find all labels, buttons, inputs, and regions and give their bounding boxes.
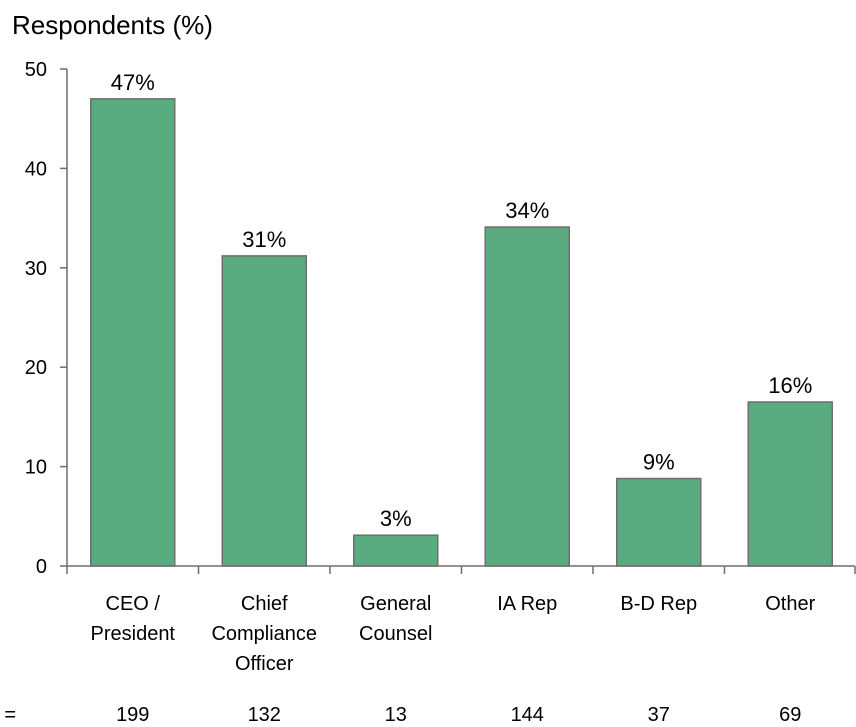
- count-3: 144: [511, 704, 544, 726]
- bar-4: [616, 477, 702, 567]
- x-tick-label-0: CEO / President: [91, 593, 176, 645]
- data-label-1: 31%: [242, 227, 286, 252]
- data-label-3: 34%: [505, 198, 549, 223]
- data-label-5: 16%: [768, 373, 812, 398]
- bar-1: [221, 255, 307, 567]
- y-tick-label-5: 50: [25, 59, 47, 81]
- axes-layer: [60, 68, 856, 574]
- x-tick-label-3: IA Rep: [497, 593, 557, 615]
- data-label-0: 47%: [111, 70, 155, 95]
- x-tick-label-1: Chief Compliance Officer: [211, 593, 317, 675]
- data-label-2: 3%: [380, 506, 412, 531]
- count-0: 199: [116, 704, 149, 726]
- counts-label: # =: [0, 704, 16, 726]
- x-tick-label-4: B-D Rep: [620, 593, 697, 615]
- y-tick-label-2: 20: [25, 357, 47, 379]
- x-tick-label-5: Other: [765, 593, 815, 615]
- labels-layer: 47% 31% 3% 34% 9% 16% 0 10 20 30 40 50 CEO / Presiden…: [0, 59, 816, 726]
- bars-layer: [90, 98, 833, 567]
- bar-0: [90, 98, 176, 567]
- bar-2: [353, 534, 439, 567]
- y-tick-label-3: 30: [25, 258, 47, 280]
- data-label-4: 9%: [643, 450, 675, 475]
- y-tick-label-4: 40: [25, 158, 47, 180]
- count-5: 69: [779, 704, 801, 726]
- bar-5: [747, 401, 833, 567]
- count-4: 37: [648, 704, 670, 726]
- x-tick-label-2: General Counsel: [359, 593, 432, 645]
- count-2: 13: [385, 704, 407, 726]
- y-tick-label-1: 10: [25, 457, 47, 479]
- count-1: 132: [248, 704, 281, 726]
- y-axis-title: Respondents (%): [12, 10, 213, 40]
- bar-3: [484, 226, 570, 567]
- y-tick-label-0: 0: [36, 556, 47, 578]
